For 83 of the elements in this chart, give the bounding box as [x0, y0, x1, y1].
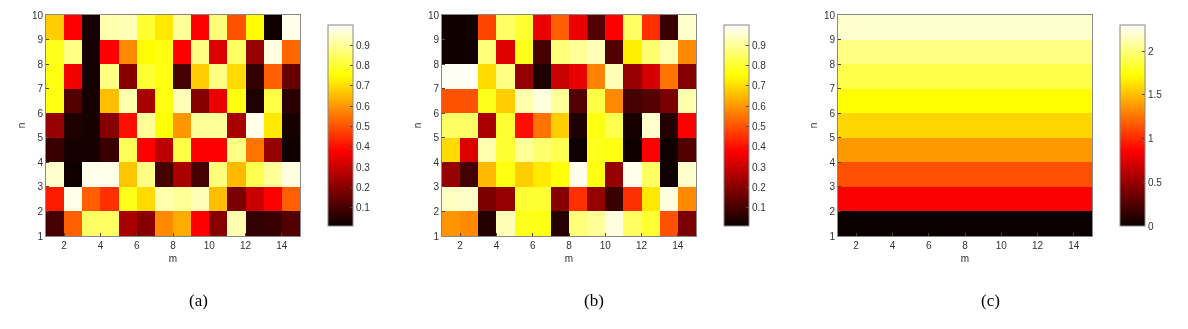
y-tick-label: 6	[829, 107, 836, 119]
y-tick-label: 1	[829, 230, 836, 242]
color-bar-label: 0.9	[356, 39, 371, 51]
y-tick-label: 4	[829, 156, 836, 168]
y-tick-label: 9	[829, 34, 836, 46]
y-tick-label: 2	[829, 205, 836, 217]
x-tick-label: 10	[599, 240, 612, 251]
x-tick-label: 8	[566, 240, 573, 251]
x-tick-label: 10	[995, 240, 1008, 251]
y-tick-label: 8	[433, 58, 440, 70]
color-bar-label: 1	[1148, 133, 1154, 145]
y-tick-label: 1	[37, 230, 44, 242]
color-bar-label: 2	[1148, 45, 1154, 57]
x-tick-label: 4	[97, 240, 104, 251]
y-tick-label: 5	[37, 132, 44, 144]
color-bar-label: 0.6	[356, 100, 371, 112]
y-tick-label: 6	[37, 107, 44, 119]
color-bar-label: 0.9	[752, 39, 767, 51]
y-axis-title: n	[411, 122, 423, 129]
y-tick-label: 10	[427, 9, 440, 21]
y-tick-label: 3	[37, 181, 44, 193]
x-tick-label: 12	[636, 240, 648, 251]
x-tick-label: 2	[61, 240, 68, 251]
y-tick-label: 3	[433, 181, 440, 193]
y-tick-label: 8	[829, 58, 836, 70]
x-tick-label: 12	[240, 240, 252, 251]
x-tick-label: 8	[962, 240, 969, 251]
y-tick-label: 9	[37, 34, 44, 46]
x-tick-label: 4	[889, 240, 896, 251]
x-tick-label: 2	[457, 240, 464, 251]
x-tick-label: 2	[853, 240, 860, 251]
y-tick-label: 5	[433, 132, 440, 144]
x-axis-title: m	[168, 252, 178, 264]
y-tick-label: 2	[433, 205, 440, 217]
x-axis-title: m	[564, 252, 574, 264]
x-tick-label: 12	[1032, 240, 1044, 251]
x-tick-label: 10	[203, 240, 216, 251]
y-tick-label: 7	[433, 83, 440, 95]
text: (a)	[189, 291, 208, 310]
x-tick-label: 4	[493, 240, 500, 251]
color-bar-label: 0	[1148, 220, 1154, 232]
x-axis-title: m	[960, 252, 970, 264]
y-axis-title: n	[807, 122, 819, 129]
text: (c)	[981, 291, 1000, 310]
color-bar-label: 0.6	[752, 100, 767, 112]
color-bar-label: 0.7	[356, 80, 371, 92]
text: (b)	[584, 291, 604, 310]
y-tick-label: 4	[433, 156, 440, 168]
y-tick-label: 10	[823, 9, 836, 21]
x-tick-label: 6	[925, 240, 932, 251]
x-tick-label: 14	[672, 240, 684, 251]
color-bar-label: 0.1	[752, 202, 767, 214]
color-bar-label: 0.2	[356, 181, 371, 193]
y-axis-title: n	[15, 122, 27, 129]
y-tick-label: 3	[829, 181, 836, 193]
color-bar-label: 0.1	[356, 202, 371, 214]
color-bar-label: 1.5	[1148, 89, 1163, 101]
y-tick-label: 7	[829, 83, 836, 95]
color-bar-label: 0.5	[752, 121, 767, 133]
x-tick-label: 8	[170, 240, 177, 251]
color-bar-label: 0.7	[752, 80, 767, 92]
y-tick-label: 8	[37, 58, 44, 70]
color-bar-label: 0.4	[356, 141, 371, 153]
color-bar-label: 0.5	[1148, 176, 1163, 188]
y-tick-label: 6	[433, 107, 440, 119]
y-tick-label: 1	[433, 230, 440, 242]
x-tick-label: 6	[133, 240, 140, 251]
x-tick-label: 6	[529, 240, 536, 251]
color-bar-label: 0.2	[752, 181, 767, 193]
color-bar-label: 0.8	[752, 60, 767, 72]
x-tick-label: 14	[276, 240, 288, 251]
y-tick-label: 10	[31, 9, 44, 21]
y-tick-label: 7	[37, 83, 44, 95]
y-tick-label: 5	[829, 132, 836, 144]
y-tick-label: 9	[433, 34, 440, 46]
color-bar-label: 0.3	[356, 161, 371, 173]
x-tick-label: 14	[1068, 240, 1080, 251]
color-bar-label: 0.8	[356, 60, 371, 72]
y-tick-label: 2	[37, 205, 44, 217]
color-bar-label: 0.4	[752, 141, 767, 153]
y-tick-label: 4	[37, 156, 44, 168]
color-bar-label: 0.5	[356, 121, 371, 133]
color-bar-label: 0.3	[752, 161, 767, 173]
